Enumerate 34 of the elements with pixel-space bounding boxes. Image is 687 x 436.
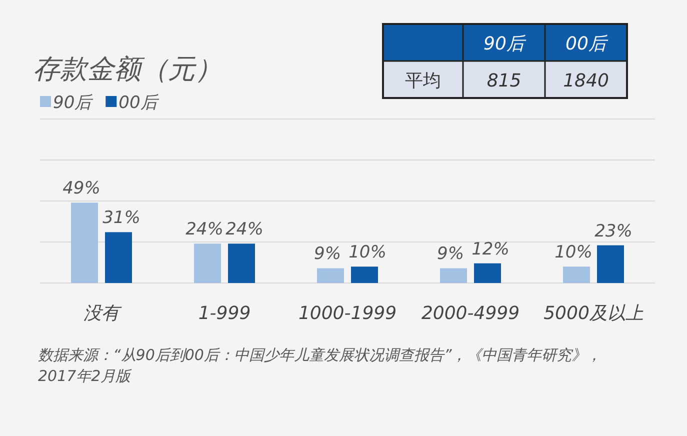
bar — [228, 244, 255, 283]
data-label: 31% — [102, 208, 140, 228]
x-tick-label: 1-999 — [198, 303, 251, 324]
data-label: 815 — [486, 70, 522, 92]
legend-label: 90后 — [53, 93, 94, 113]
data-label: 24% — [186, 220, 224, 240]
legend-label: 00后 — [118, 93, 160, 113]
source-note: 数据来源：“从90后到00后：中国少年儿童发展状况调查报告”，《中国青年研究》，2017年2月版 — [38, 345, 603, 387]
data-label: 24% — [226, 220, 264, 240]
category-label: 90后 — [484, 34, 526, 54]
category-label: 00后 — [566, 34, 608, 54]
bar — [440, 268, 467, 283]
bar — [105, 232, 132, 283]
bar — [317, 268, 344, 283]
data-label: 9% — [437, 244, 464, 264]
bar — [597, 245, 624, 283]
chart-title: 存款金额（元） — [33, 54, 222, 85]
data-label: 10% — [348, 242, 386, 263]
bar — [474, 263, 501, 283]
category-label: 平均 — [405, 70, 441, 92]
x-tick-label: 2000-4999 — [421, 303, 520, 324]
data-label: 1840 — [563, 70, 609, 92]
x-tick-label: 1000-1999 — [298, 303, 397, 324]
bar — [563, 266, 590, 283]
data-label: 12% — [472, 239, 510, 260]
x-tick-label: 没有 — [84, 303, 122, 324]
data-label: 9% — [314, 244, 341, 264]
data-label: 23% — [594, 221, 632, 242]
bar — [71, 202, 98, 283]
bar — [351, 266, 378, 283]
bar — [194, 244, 221, 283]
x-tick-label: 5000及以上 — [544, 303, 644, 324]
data-label: 49% — [62, 178, 100, 199]
data-label: 10% — [554, 242, 592, 263]
